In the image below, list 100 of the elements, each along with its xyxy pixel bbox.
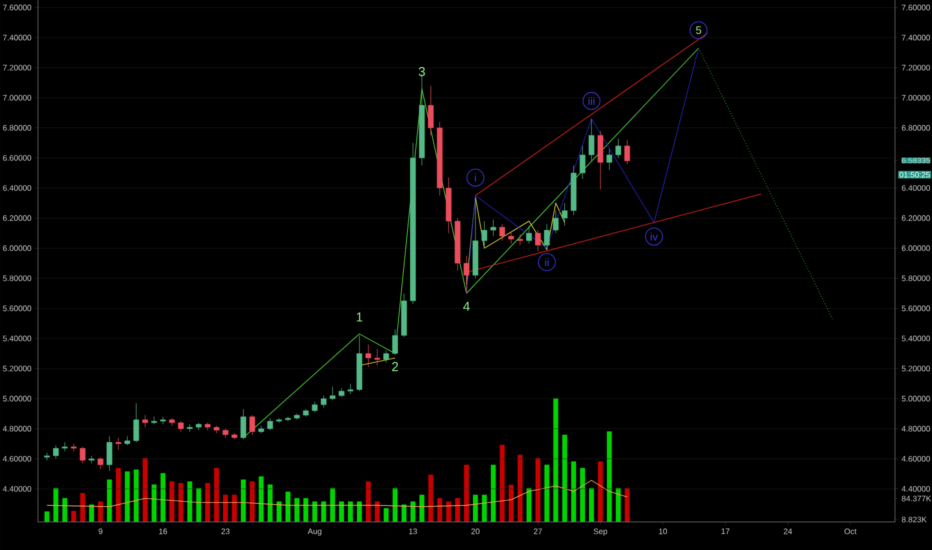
candlestick <box>44 452 50 461</box>
annotation: 4 <box>463 302 470 311</box>
candlestick <box>580 146 586 180</box>
candlestick <box>320 395 326 408</box>
candlestick <box>535 230 541 252</box>
candlestick <box>464 255 470 294</box>
candlestick <box>624 140 630 164</box>
bar <box>455 498 460 522</box>
bar <box>598 461 603 522</box>
bar <box>624 488 630 522</box>
annotation: ii <box>545 258 549 266</box>
candlestick <box>482 220 488 248</box>
bar <box>508 484 514 522</box>
candlestick <box>80 446 86 464</box>
candlestick <box>62 442 68 452</box>
bar <box>116 468 121 522</box>
bar <box>321 501 326 522</box>
bar <box>205 483 210 522</box>
bar <box>169 481 174 522</box>
bar <box>472 494 478 522</box>
candlestick <box>508 231 514 244</box>
bar <box>268 484 273 522</box>
candlestick <box>338 388 344 398</box>
bar <box>339 501 344 522</box>
annotation: 3 <box>418 67 425 76</box>
bar <box>446 501 452 522</box>
candlestick <box>428 85 434 136</box>
annotation: 2 <box>392 362 398 372</box>
bar <box>276 501 282 522</box>
bar <box>286 492 290 522</box>
bar <box>606 431 612 522</box>
candlestick <box>499 224 506 241</box>
annotation: 1 <box>356 312 362 322</box>
annotation: iv <box>650 232 658 240</box>
candlestick <box>240 408 246 440</box>
bar <box>580 468 586 522</box>
candlestick <box>517 234 523 246</box>
annotation: iii <box>588 96 594 105</box>
bar <box>152 484 157 522</box>
candlestick <box>276 418 282 423</box>
bar <box>214 468 220 522</box>
bar <box>535 458 540 522</box>
candlestick <box>124 436 130 446</box>
candlestick <box>615 138 622 158</box>
candlestick <box>552 210 559 234</box>
candlestick <box>374 348 380 366</box>
bar <box>106 479 112 522</box>
bar <box>464 464 469 522</box>
candlestick <box>98 457 104 470</box>
candlestick <box>222 428 228 438</box>
candlestick <box>526 225 532 244</box>
candlestick <box>348 383 354 394</box>
candlestick <box>588 118 594 162</box>
candlestick <box>544 224 550 248</box>
candlestick <box>106 436 112 472</box>
annotation: i <box>474 174 476 182</box>
bar <box>303 498 308 522</box>
bar <box>142 458 148 522</box>
candlestick <box>151 416 157 425</box>
candlestick <box>330 386 336 400</box>
candlestick <box>178 420 184 432</box>
bar <box>589 488 594 522</box>
candlestick <box>606 148 612 170</box>
bar <box>258 476 264 522</box>
candlestick <box>392 329 398 356</box>
bar <box>89 504 94 522</box>
bar <box>232 494 237 522</box>
bar <box>196 488 202 522</box>
bar <box>419 494 424 522</box>
bar <box>356 501 362 522</box>
candlestick <box>267 418 273 431</box>
candlestick <box>116 437 122 450</box>
bar <box>240 479 246 522</box>
candlestick <box>562 202 568 226</box>
bar <box>544 464 550 522</box>
bar <box>402 504 406 522</box>
candlestick <box>133 402 140 443</box>
bar <box>384 508 389 522</box>
candlestick <box>365 344 372 368</box>
bar <box>98 501 103 522</box>
bar <box>410 501 416 522</box>
candlestick <box>142 414 148 428</box>
bar <box>294 498 300 522</box>
bar <box>223 494 228 522</box>
bar <box>392 488 398 522</box>
bar <box>44 511 50 522</box>
candlestick <box>285 416 291 422</box>
bar <box>80 493 86 522</box>
bar <box>53 488 58 522</box>
bar <box>518 454 523 522</box>
bar <box>526 488 532 522</box>
bar <box>366 481 371 522</box>
candlestick <box>160 416 166 425</box>
bar <box>178 483 184 522</box>
candlestick <box>490 219 496 236</box>
candlestick <box>88 455 94 464</box>
bar <box>348 501 353 522</box>
bar <box>428 474 434 522</box>
candlestick <box>312 401 318 412</box>
bar <box>160 473 166 522</box>
